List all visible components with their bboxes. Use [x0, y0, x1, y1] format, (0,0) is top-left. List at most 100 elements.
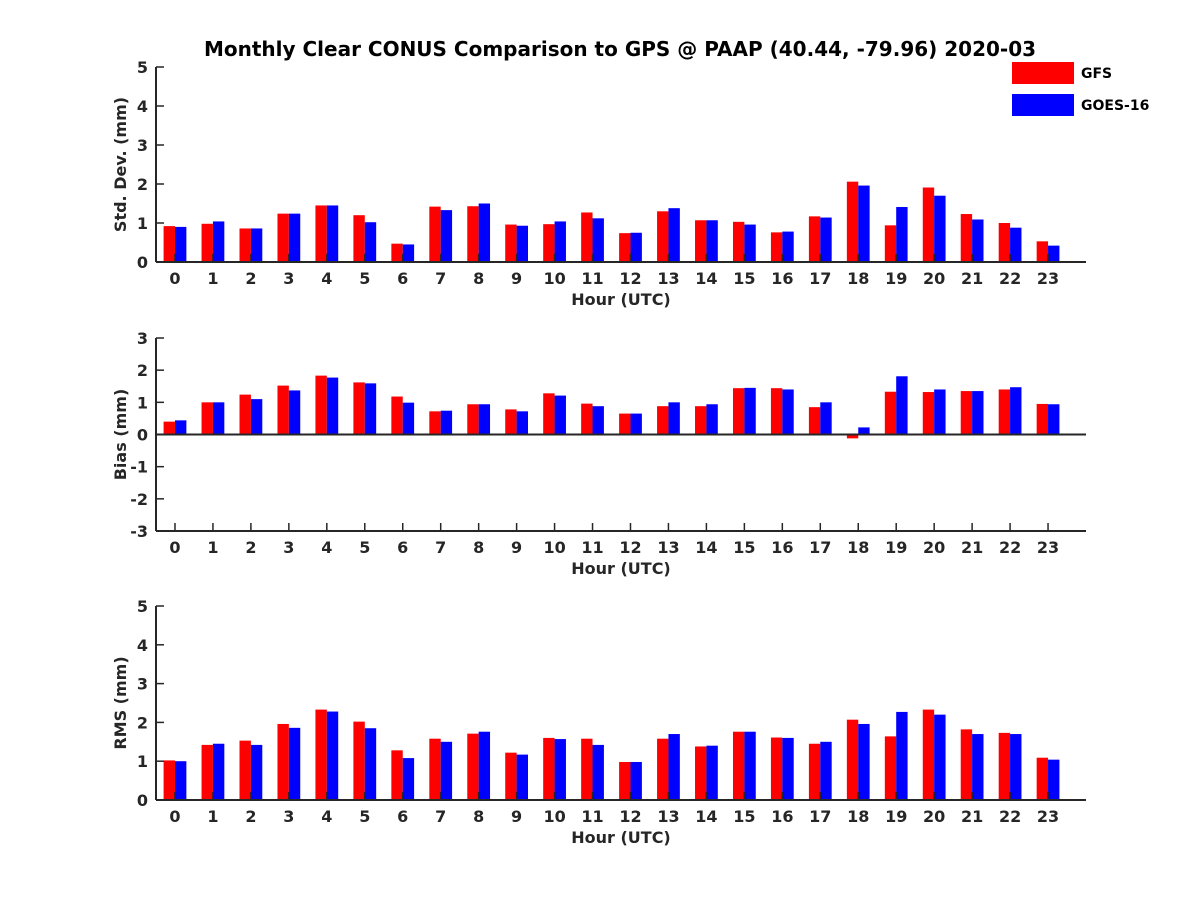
- x-tick-label: 2: [245, 538, 256, 557]
- bar-gfs-hour-0-panel-2: [163, 421, 175, 435]
- x-tick-label: 16: [771, 269, 793, 288]
- x-tick-label: 11: [581, 538, 603, 557]
- bar-gfs-hour-4-panel-1: [315, 205, 327, 262]
- bar-gfs-hour-16-panel-1: [770, 232, 783, 262]
- bar-goes-16-hour-15-panel-2: [744, 387, 756, 435]
- x-tick-label: 11: [581, 269, 603, 288]
- bar-goes-16-hour-15-panel-1: [744, 224, 756, 262]
- bar-gfs-hour-9-panel-3: [505, 752, 517, 800]
- bar-goes-16-hour-17-panel-1: [820, 217, 832, 262]
- x-tick-label: 21: [961, 807, 983, 826]
- bar-goes-16-hour-9-panel-3: [516, 754, 528, 800]
- bar-gfs-hour-6-panel-1: [391, 243, 403, 262]
- x-tick-label: 20: [923, 269, 945, 288]
- x-tick-label: 4: [321, 269, 332, 288]
- bar-goes-16-hour-13-panel-1: [668, 208, 680, 262]
- bar-gfs-hour-15-panel-3: [732, 731, 745, 800]
- x-tick-label: 1: [207, 807, 218, 826]
- bar-goes-16-hour-20-panel-1: [934, 195, 946, 262]
- bar-goes-16-hour-23-panel-2: [1048, 404, 1060, 435]
- y-tick-label: -1: [130, 458, 148, 477]
- bar-goes-16-hour-22-panel-2: [1010, 387, 1022, 435]
- bar-gfs-hour-21-panel-3: [960, 729, 973, 800]
- x-tick-label: 13: [657, 538, 679, 557]
- x-tick-label: 18: [847, 538, 869, 557]
- bar-gfs-hour-11-panel-2: [581, 403, 593, 435]
- bar-gfs-hour-8-panel-3: [467, 733, 479, 800]
- bar-goes-16-hour-13-panel-3: [668, 734, 680, 800]
- x-tick-label: 6: [397, 538, 408, 557]
- legend-swatch-goes-16: [1012, 94, 1074, 116]
- y-tick-label: 4: [137, 636, 148, 655]
- bar-gfs-hour-13-panel-2: [657, 406, 669, 435]
- x-tick-label: 1: [207, 538, 218, 557]
- bar-gfs-hour-14-panel-1: [695, 220, 707, 262]
- bar-goes-16-hour-14-panel-2: [706, 404, 718, 435]
- x-tick-label: 16: [771, 807, 793, 826]
- x-tick-label: 11: [581, 807, 603, 826]
- bar-gfs-hour-19-panel-2: [884, 391, 897, 435]
- x-tick-label: 12: [619, 538, 641, 557]
- bar-goes-16-hour-19-panel-3: [896, 711, 908, 800]
- y-tick-label: 5: [137, 58, 148, 77]
- x-axis-label: Hour (UTC): [571, 828, 671, 847]
- x-tick-label: 23: [1037, 807, 1059, 826]
- bar-gfs-hour-2-panel-1: [239, 228, 251, 262]
- bar-goes-16-hour-4-panel-1: [326, 205, 339, 262]
- bar-gfs-hour-6-panel-2: [391, 396, 403, 435]
- bar-goes-16-hour-14-panel-1: [706, 220, 718, 262]
- bar-gfs-hour-11-panel-1: [581, 212, 593, 262]
- x-tick-label: 9: [511, 538, 522, 557]
- x-tick-label: 7: [435, 538, 446, 557]
- bar-goes-16-hour-11-panel-2: [592, 406, 604, 435]
- bar-gfs-hour-7-panel-1: [429, 206, 441, 262]
- y-tick-label: 2: [137, 175, 148, 194]
- bar-goes-16-hour-10-panel-3: [554, 739, 566, 800]
- x-tick-label: 6: [397, 807, 408, 826]
- bar-goes-16-hour-5-panel-2: [364, 383, 377, 435]
- bar-goes-16-hour-6-panel-3: [402, 758, 415, 800]
- x-tick-label: 8: [473, 269, 484, 288]
- bar-goes-16-hour-3-panel-3: [288, 727, 301, 800]
- x-tick-label: 18: [847, 807, 869, 826]
- x-tick-label: 10: [543, 807, 565, 826]
- bar-gfs-hour-2-panel-2: [239, 394, 251, 435]
- x-tick-label: 7: [435, 269, 446, 288]
- bar-gfs-hour-10-panel-3: [543, 737, 555, 800]
- bar-goes-16-hour-11-panel-1: [592, 218, 604, 262]
- bar-goes-16-hour-13-panel-2: [668, 402, 680, 435]
- x-tick-label: 1: [207, 269, 218, 288]
- bar-gfs-hour-22-panel-2: [998, 389, 1011, 435]
- x-tick-label: 23: [1037, 269, 1059, 288]
- bar-goes-16-hour-5-panel-3: [364, 728, 377, 800]
- bar-goes-16-hour-10-panel-2: [554, 395, 566, 435]
- y-tick-label: 3: [137, 329, 148, 348]
- x-axis-label: Hour (UTC): [571, 290, 671, 309]
- legend-label-goes-16: GOES-16: [1081, 98, 1149, 114]
- bar-gfs-hour-6-panel-3: [391, 750, 403, 800]
- y-tick-label: -2: [130, 490, 148, 509]
- bar-goes-16-hour-0-panel-3: [174, 761, 187, 800]
- bar-goes-16-hour-2-panel-2: [250, 399, 263, 435]
- bar-gfs-hour-18-panel-1: [846, 181, 859, 262]
- x-tick-label: 7: [435, 807, 446, 826]
- bar-gfs-hour-12-panel-2: [619, 413, 631, 435]
- x-tick-label: 9: [511, 269, 522, 288]
- x-tick-label: 10: [543, 269, 565, 288]
- x-tick-label: 17: [809, 269, 831, 288]
- legend-swatch-gfs: [1012, 62, 1074, 84]
- x-tick-label: 17: [809, 807, 831, 826]
- bar-gfs-hour-1-panel-1: [201, 223, 213, 262]
- y-tick-label: 4: [137, 97, 148, 116]
- bar-goes-16-hour-7-panel-1: [440, 210, 453, 262]
- bar-goes-16-hour-12-panel-1: [630, 232, 642, 262]
- bar-goes-16-hour-12-panel-2: [630, 413, 642, 435]
- x-axis-label: Hour (UTC): [571, 559, 671, 578]
- x-tick-label: 22: [999, 538, 1021, 557]
- bar-goes-16-hour-2-panel-1: [250, 228, 263, 262]
- x-tick-label: 20: [923, 807, 945, 826]
- bar-goes-16-hour-8-panel-3: [478, 731, 491, 800]
- bar-goes-16-hour-14-panel-3: [706, 745, 718, 800]
- x-tick-label: 5: [359, 269, 370, 288]
